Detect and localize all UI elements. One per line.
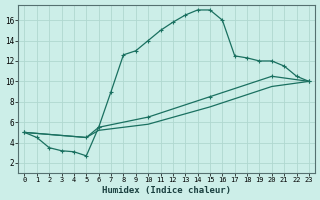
X-axis label: Humidex (Indice chaleur): Humidex (Indice chaleur) [102, 186, 231, 195]
